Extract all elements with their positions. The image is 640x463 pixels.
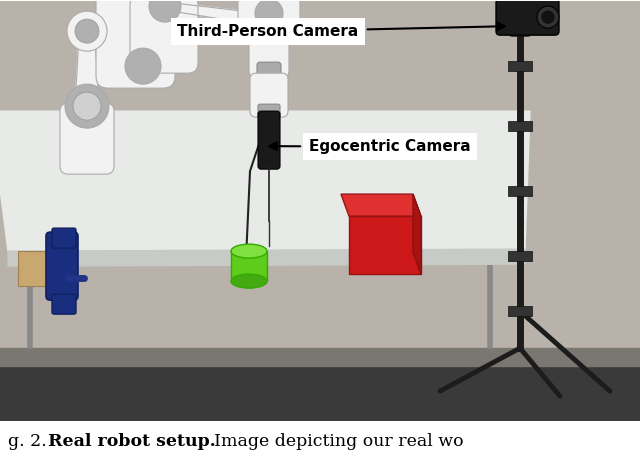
FancyBboxPatch shape	[257, 62, 281, 86]
Text: Image depicting our real wo: Image depicting our real wo	[214, 433, 464, 450]
FancyBboxPatch shape	[250, 73, 288, 117]
Polygon shape	[341, 194, 421, 216]
Bar	[18, 251, 73, 286]
Text: Egocentric Camera: Egocentric Camera	[269, 139, 471, 154]
Bar	[508, 306, 532, 316]
Circle shape	[125, 48, 161, 84]
Bar	[508, 251, 532, 261]
Circle shape	[149, 0, 181, 22]
FancyBboxPatch shape	[130, 0, 198, 73]
Text: Real robot setup.: Real robot setup.	[48, 433, 216, 450]
Polygon shape	[0, 111, 530, 251]
Ellipse shape	[231, 244, 267, 258]
Bar	[349, 216, 421, 274]
Bar	[508, 121, 532, 131]
Polygon shape	[413, 194, 421, 274]
FancyBboxPatch shape	[238, 0, 300, 43]
FancyBboxPatch shape	[249, 20, 289, 77]
FancyBboxPatch shape	[52, 294, 76, 314]
FancyBboxPatch shape	[60, 103, 114, 174]
Circle shape	[542, 11, 554, 23]
Circle shape	[537, 6, 559, 28]
FancyBboxPatch shape	[258, 111, 280, 169]
Bar	[0, 348, 640, 366]
Circle shape	[73, 92, 101, 120]
Circle shape	[255, 0, 283, 27]
FancyBboxPatch shape	[96, 0, 175, 88]
FancyBboxPatch shape	[258, 104, 280, 118]
Polygon shape	[80, 31, 148, 81]
Bar	[508, 186, 532, 196]
Bar	[0, 363, 640, 421]
Polygon shape	[158, 1, 265, 26]
FancyBboxPatch shape	[509, 10, 531, 36]
Circle shape	[65, 84, 109, 128]
Text: g. 2.: g. 2.	[8, 433, 47, 450]
Circle shape	[75, 19, 99, 43]
FancyBboxPatch shape	[496, 0, 559, 35]
Text: Third-Person Camera: Third-Person Camera	[177, 23, 505, 39]
Bar	[508, 61, 532, 71]
Bar	[231, 251, 267, 281]
Polygon shape	[8, 249, 525, 266]
Ellipse shape	[231, 274, 267, 288]
Circle shape	[67, 11, 107, 51]
FancyBboxPatch shape	[52, 228, 76, 248]
Polygon shape	[75, 36, 99, 106]
FancyBboxPatch shape	[46, 232, 78, 300]
